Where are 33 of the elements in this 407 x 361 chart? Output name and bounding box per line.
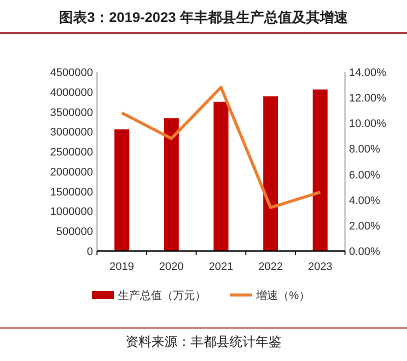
text: 资料来源：丰都县统计年鉴 bbox=[126, 334, 282, 349]
chart-title: 图表3：2019-2023 年丰都县生产总值及其增速 bbox=[59, 9, 349, 25]
y2-tick-label: 12.00% bbox=[349, 92, 387, 105]
y-tick-label: 2000000 bbox=[50, 166, 93, 178]
y2-tick-label: 6.00% bbox=[349, 169, 380, 182]
bar bbox=[214, 102, 228, 251]
y2-tick-label: 2.00% bbox=[349, 220, 380, 232]
y2-tick-label: 8.00% bbox=[349, 144, 380, 156]
x-tick-label: 2023 bbox=[308, 261, 332, 273]
legend-label: 增速（%） bbox=[255, 289, 310, 302]
legend-label: 生产总值（万元） bbox=[118, 289, 206, 302]
x-tick-label: 2020 bbox=[159, 261, 184, 273]
y-tick-label: 500000 bbox=[56, 226, 93, 238]
bar bbox=[263, 96, 278, 251]
y-tick-label: 3000000 bbox=[50, 126, 93, 139]
y-tick-label: 1000000 bbox=[50, 206, 93, 218]
bar bbox=[312, 90, 328, 251]
y-tick-label: 4500000 bbox=[50, 67, 93, 79]
y2-tick-label: 10.00% bbox=[349, 118, 387, 130]
y2-tick-label: 0.00% bbox=[349, 246, 380, 258]
y-tick-label: 3500000 bbox=[50, 106, 93, 119]
x-tick-label: 2019 bbox=[110, 261, 134, 273]
y-tick-label: 1500000 bbox=[50, 186, 93, 198]
x-tick-label: 2022 bbox=[258, 261, 283, 273]
y2-tick-label: 14.00% bbox=[349, 67, 387, 79]
line-series bbox=[120, 86, 322, 210]
y-tick-label: 2500000 bbox=[50, 146, 93, 159]
x-tick-label: 2021 bbox=[208, 261, 234, 273]
y2-tick-label: 4.00% bbox=[349, 194, 380, 207]
y-tick-label: 0 bbox=[86, 246, 93, 258]
y-tick-label: 4000000 bbox=[50, 86, 93, 99]
bar bbox=[114, 129, 130, 251]
bar bbox=[164, 118, 179, 251]
